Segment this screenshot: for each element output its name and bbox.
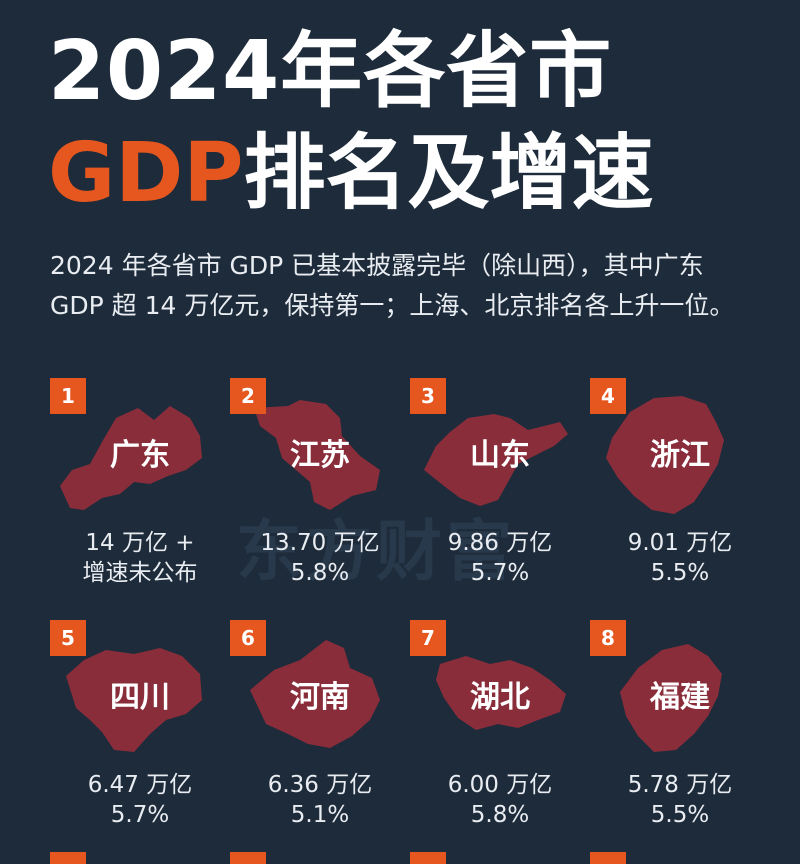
province-values: 6.36 万亿 5.1%	[230, 770, 410, 830]
province-name: 山东	[470, 438, 530, 473]
rank-badge: 8	[590, 620, 626, 656]
jiangsu-map	[230, 378, 410, 528]
province-values: 5.78 万亿 5.5%	[590, 770, 770, 830]
province-card: 2 江苏 13.70 万亿 5.8%	[230, 378, 410, 608]
title-line-2: GDP排名及增速	[48, 124, 654, 224]
intro-line-2: GDP 超 14 万亿元，保持第一；上海、北京排名各上升一位。	[50, 291, 735, 320]
rank-badge: 7	[410, 620, 446, 656]
province-card: 8 福建 5.78 万亿 5.5%	[590, 620, 770, 850]
gdp-value: 14 万亿 +	[85, 530, 195, 556]
growth-value: 5.7%	[110, 802, 170, 828]
rank-badge-partial	[230, 852, 266, 864]
rank-badge: 5	[50, 620, 86, 656]
rank-badge: 3	[410, 378, 446, 414]
fujian-map	[590, 620, 770, 770]
province-card: 3 山东 9.86 万亿 5.7%	[410, 378, 590, 608]
rank-badge: 6	[230, 620, 266, 656]
gdp-value: 6.47 万亿	[87, 772, 193, 798]
province-name: 浙江	[650, 438, 710, 473]
province-name: 四川	[110, 680, 170, 715]
province-values: 9.01 万亿 5.5%	[590, 528, 770, 588]
rank-badge: 2	[230, 378, 266, 414]
growth-value: 5.1%	[290, 802, 350, 828]
rank-badge-partial	[50, 852, 86, 864]
guangdong-map	[50, 378, 230, 528]
province-values: 14 万亿 + 增速未公布	[50, 528, 230, 588]
province-values: 9.86 万亿 5.7%	[410, 528, 590, 588]
province-name: 湖北	[470, 680, 530, 715]
intro-text: 2024 年各省市 GDP 已基本披露完毕（除山西），其中广东 GDP 超 14…	[50, 246, 770, 326]
growth-value: 5.5%	[650, 802, 710, 828]
province-values: 13.70 万亿 5.8%	[230, 528, 410, 588]
rank-badge-partial	[590, 852, 626, 864]
province-name: 江苏	[290, 438, 350, 473]
province-name: 福建	[650, 680, 710, 715]
gdp-value: 6.36 万亿	[267, 772, 373, 798]
rank-badge: 1	[50, 378, 86, 414]
zhejiang-map	[590, 378, 770, 528]
gdp-value: 9.86 万亿	[447, 530, 553, 556]
province-values: 6.47 万亿 5.7%	[50, 770, 230, 830]
growth-value: 5.8%	[290, 560, 350, 586]
title-ranking: 排名及增速	[243, 126, 654, 221]
title-gdp: GDP	[48, 126, 244, 221]
province-card: 6 河南 6.36 万亿 5.1%	[230, 620, 410, 850]
province-values: 6.00 万亿 5.8%	[410, 770, 590, 830]
province-card: 5 四川 6.47 万亿 5.7%	[50, 620, 230, 850]
intro-line-1: 2024 年各省市 GDP 已基本披露完毕（除山西），其中广东	[50, 251, 704, 280]
province-name: 广东	[110, 438, 170, 473]
growth-value: 5.5%	[650, 560, 710, 586]
growth-value: 5.8%	[470, 802, 530, 828]
gdp-value: 6.00 万亿	[447, 772, 553, 798]
title-line-1: 2024年各省市	[48, 24, 613, 119]
watermark: 东方财富	[236, 513, 516, 590]
province-card: 4 浙江 9.01 万亿 5.5%	[590, 378, 770, 608]
rank-badge-partial	[410, 852, 446, 864]
province-card: 7 湖北 6.00 万亿 5.8%	[410, 620, 590, 850]
growth-value: 5.7%	[470, 560, 530, 586]
growth-value: 增速未公布	[82, 560, 198, 586]
gdp-value: 9.01 万亿	[627, 530, 733, 556]
hubei-map	[410, 620, 590, 770]
gdp-value: 13.70 万亿	[260, 530, 380, 556]
province-name: 河南	[290, 680, 350, 715]
gdp-value: 5.78 万亿	[627, 772, 733, 798]
rank-badge: 4	[590, 378, 626, 414]
province-card: 1 广东 14 万亿 + 增速未公布	[50, 378, 230, 608]
henan-map	[230, 620, 410, 770]
shandong-map	[410, 378, 590, 528]
sichuan-map	[50, 620, 230, 770]
